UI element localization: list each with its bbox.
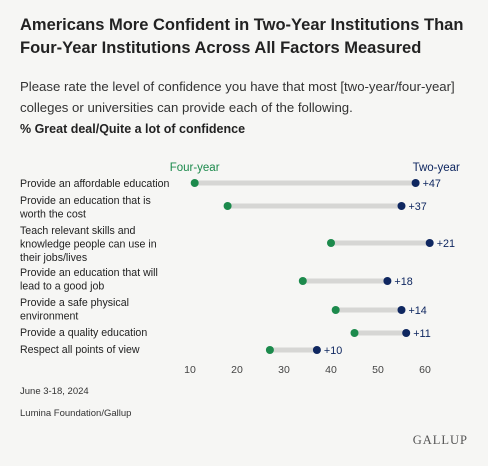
difference-label: +10: [324, 345, 342, 357]
category-label: lead to a good job: [20, 281, 104, 293]
chart-title: Americans More Confident in Two-Year Ins…: [20, 16, 464, 57]
chart-subtitle: Please rate the level of confidence you …: [20, 79, 455, 115]
category-label: Provide an education that is: [20, 195, 151, 207]
category-label: Provide an education that will: [20, 267, 158, 279]
two-year-point: [397, 306, 406, 314]
category-label: environment: [20, 311, 78, 323]
x-tick-label: 40: [325, 364, 337, 376]
two-year-point: [411, 179, 420, 187]
category-label: their jobs/lives: [20, 252, 87, 264]
source-note: Lumina Foundation/Gallup: [20, 408, 132, 419]
category-label: worth the cost: [19, 209, 86, 221]
measure-label: % Great deal/Quite a lot of confidence: [20, 122, 246, 136]
category-label: Provide an affordable education: [20, 178, 170, 190]
four-year-point: [265, 346, 274, 354]
gallup-logo: GALLUP: [412, 433, 468, 447]
x-tick-label: 50: [372, 364, 384, 376]
survey-date: June 3-18, 2024: [20, 386, 89, 397]
category-label: Teach relevant skills and: [20, 225, 136, 237]
two-year-point: [397, 202, 406, 210]
difference-label: +47: [423, 178, 441, 190]
legend-four-year: Four-year: [170, 162, 220, 174]
x-tick-label: 20: [231, 364, 243, 376]
two-year-point: [383, 277, 392, 285]
difference-label: +18: [394, 276, 412, 288]
two-year-point: [402, 329, 411, 337]
category-label: knowledge people can use in: [20, 239, 157, 251]
dumbbell-chart: Four-year Two-year Provide an affordable e…: [19, 162, 460, 376]
x-tick-label: 10: [184, 364, 196, 376]
four-year-point: [190, 179, 199, 187]
x-tick-label: 30: [278, 364, 290, 376]
four-year-point: [331, 306, 340, 314]
difference-label: +14: [409, 305, 427, 317]
difference-label: +11: [413, 328, 431, 340]
difference-label: +21: [437, 238, 455, 250]
category-label: Provide a safe physical: [20, 297, 129, 309]
four-year-point: [298, 277, 307, 285]
four-year-point: [327, 239, 335, 247]
two-year-point: [425, 239, 434, 247]
four-year-point: [350, 329, 359, 337]
legend-two-year: Two-year: [413, 162, 460, 174]
category-label: Provide a quality education: [20, 327, 147, 339]
category-label: Respect all points of view: [20, 344, 140, 356]
two-year-point: [312, 346, 321, 354]
x-tick-label: 60: [419, 364, 431, 376]
difference-label: +37: [409, 201, 427, 213]
four-year-point: [223, 202, 232, 210]
